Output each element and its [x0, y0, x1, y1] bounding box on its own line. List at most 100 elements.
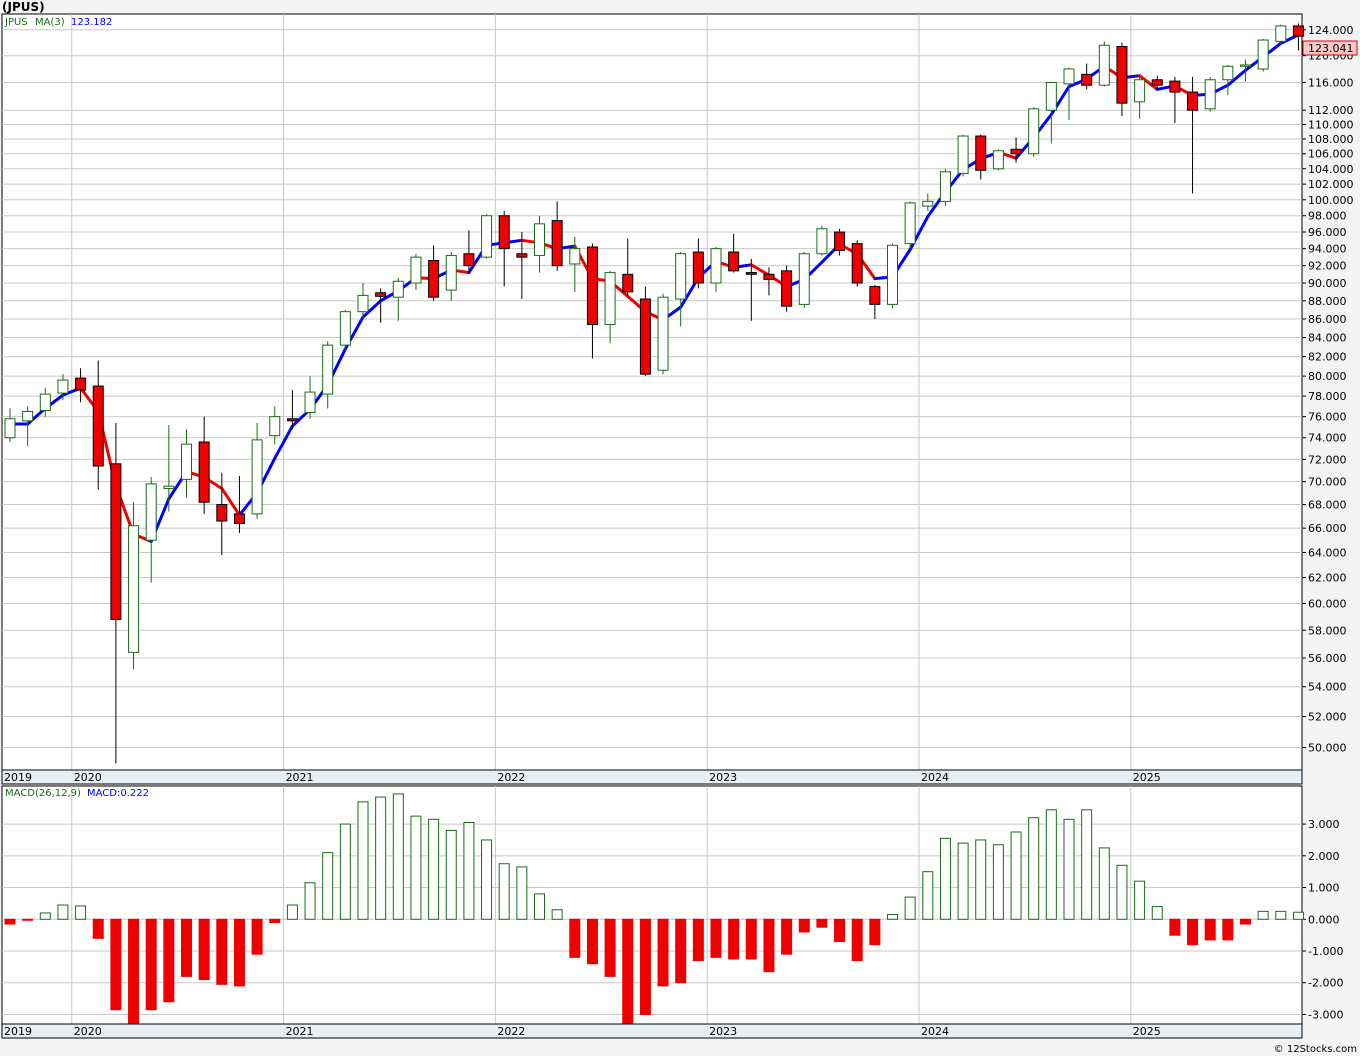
macd-year-label: 2020 — [74, 1025, 102, 1038]
candle-up — [922, 200, 934, 207]
ma-segment — [273, 424, 294, 460]
candle-down — [1010, 148, 1022, 155]
macd-bar-positive — [75, 905, 87, 920]
candle-up — [904, 202, 916, 245]
macd-bar-positive — [975, 839, 987, 920]
macd-tick-label: 0.000 — [1308, 913, 1340, 926]
candle-up — [1204, 79, 1216, 110]
candle-up — [269, 416, 281, 437]
macd-bar-positive — [410, 815, 422, 920]
candle-down — [622, 273, 634, 293]
macd-bar-positive — [304, 882, 316, 920]
candle-up — [1028, 108, 1040, 155]
candle-down — [745, 272, 757, 275]
price-tick-label: 52.000 — [1308, 711, 1347, 724]
macd-bar-positive — [1063, 818, 1075, 920]
candle-up — [410, 256, 422, 284]
price-tick-label: 104.000 — [1308, 163, 1354, 176]
macd-bar-negative — [198, 918, 210, 981]
candle-up — [604, 272, 616, 325]
macd-year-label: 2025 — [1133, 1025, 1161, 1038]
macd-bar-positive — [322, 852, 334, 920]
candle-up — [181, 443, 192, 480]
macd-bar-positive — [286, 904, 298, 920]
candle-up — [939, 171, 951, 202]
price-x-axis: 2019 2020 2021 2022 2023 2024 2025 — [4, 771, 1161, 784]
candle-up — [569, 248, 581, 265]
candle-up — [1134, 79, 1146, 103]
candle-up — [887, 244, 898, 305]
macd-bar-positive — [516, 866, 528, 920]
candle-down — [428, 260, 440, 298]
ma-segment — [220, 486, 241, 517]
candle-up — [339, 311, 351, 346]
price-tick-label: 66.000 — [1308, 522, 1347, 535]
macd-bar-negative — [233, 918, 245, 987]
macd-bar-positive — [1292, 911, 1304, 920]
price-tick-label: 84.000 — [1308, 332, 1347, 345]
candle-down — [781, 270, 793, 307]
macd-bar-negative — [1240, 918, 1251, 925]
price-tick-label: 106.000 — [1308, 148, 1354, 161]
macd-bar-negative — [145, 918, 157, 1011]
candle-up — [1240, 64, 1251, 67]
macd-bar-positive — [1081, 809, 1093, 920]
price-tick-label: 102.000 — [1308, 178, 1354, 191]
macd-bar-negative — [586, 918, 598, 965]
macd-year-label: 2022 — [497, 1025, 525, 1038]
candle-down — [869, 286, 881, 305]
price-legend-ma-value: 123.182 — [71, 17, 112, 28]
macd-legend-label: MACD(26,12,9) — [5, 788, 81, 799]
price-tick-label: 76.000 — [1308, 411, 1347, 424]
candle-up — [39, 393, 51, 411]
candle-up — [957, 135, 969, 174]
macd-bar-positive — [992, 844, 1004, 920]
candle-up — [445, 254, 457, 291]
macd-tick-label: -2.000 — [1308, 977, 1343, 990]
price-tick-label: 60.000 — [1308, 597, 1347, 610]
macd-bar-negative — [816, 918, 828, 928]
macd-bar-negative — [22, 918, 34, 921]
ma-segment — [1226, 68, 1247, 87]
macd-tick-label: 3.000 — [1308, 818, 1340, 831]
candle-up — [1098, 44, 1110, 86]
macd-bar-positive — [339, 823, 351, 920]
macd-tick-label: 2.000 — [1308, 850, 1340, 863]
macd-bar-negative — [216, 918, 228, 985]
candle-up — [57, 379, 69, 394]
macd-year-label: 2024 — [921, 1025, 949, 1038]
candle-down — [1187, 91, 1199, 111]
macd-bar-positive — [887, 914, 898, 920]
candle-down — [586, 246, 598, 325]
candle-up — [1257, 39, 1269, 70]
macd-bar-negative — [181, 918, 192, 977]
macd-bar-positive — [939, 837, 951, 920]
macd-bar-negative — [834, 918, 846, 942]
macd-bar-positive — [1257, 910, 1269, 920]
macd-bar-positive — [428, 818, 440, 920]
macd-bar-negative — [869, 918, 881, 946]
macd-bar-negative — [781, 918, 793, 955]
macd-bar-positive — [481, 839, 493, 920]
price-x-axis-band — [1, 769, 1303, 785]
price-tick-label: 90.000 — [1308, 277, 1347, 290]
candle-down — [92, 385, 104, 467]
macd-bar-negative — [4, 918, 16, 925]
candle-down — [1081, 73, 1093, 86]
candle-down — [1169, 80, 1181, 93]
macd-bar-negative — [269, 918, 281, 923]
macd-bar-positive — [375, 796, 387, 920]
macd-bar-negative — [763, 918, 775, 973]
price-legend-ticker: JPUS — [4, 17, 28, 28]
last-price-label: 123.041 — [1308, 42, 1354, 55]
price-tick-label: 62.000 — [1308, 572, 1347, 585]
macd-bar-negative — [128, 918, 140, 1025]
candle-down — [639, 298, 651, 375]
macd-bar-negative — [1222, 918, 1234, 941]
price-tick-label: 70.000 — [1308, 476, 1347, 489]
price-tick-label: 86.000 — [1308, 313, 1347, 326]
candle-down — [463, 253, 475, 267]
price-tick-label: 96.000 — [1308, 226, 1347, 239]
macd-bar-positive — [1045, 809, 1057, 920]
price-year-label: 2020 — [74, 771, 102, 784]
